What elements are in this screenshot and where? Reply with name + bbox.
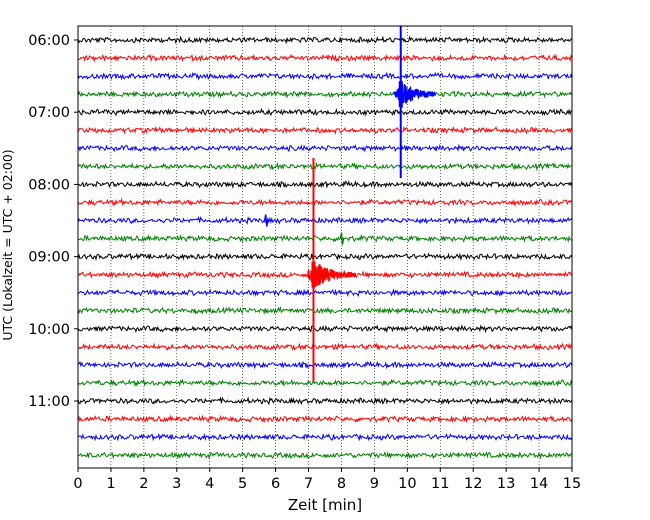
x-tick-label: 13 <box>497 476 515 492</box>
x-tick-label: 5 <box>238 476 247 492</box>
x-tick-label: 9 <box>370 476 379 492</box>
x-tick-label: 7 <box>304 476 313 492</box>
x-tick-label: 10 <box>398 476 416 492</box>
trace-line <box>77 432 573 442</box>
trace-line <box>77 143 573 153</box>
y-tick-label: 08:00 <box>28 177 70 193</box>
x-axis-ticks: 0 1 2 3 4 5 6 7 8 9 10 11 12 13 14 15 <box>73 468 581 492</box>
x-tick-label: 14 <box>530 476 548 492</box>
trace-line <box>77 71 573 81</box>
x-tick-label: 2 <box>139 476 148 492</box>
trace-line <box>77 161 572 172</box>
trace-line <box>77 378 573 388</box>
y-tick-label: 09:00 <box>28 250 70 266</box>
trace-line <box>77 450 573 460</box>
trace-spike <box>264 214 269 227</box>
trace-line <box>77 125 573 135</box>
trace-line <box>77 360 573 370</box>
x-tick-label: 4 <box>205 476 214 492</box>
x-tick-label: 0 <box>73 476 82 492</box>
x-tick-label: 8 <box>337 476 346 492</box>
seismic-traces <box>77 35 573 460</box>
plot-frame <box>77 25 573 469</box>
x-axis-label: Zeit [min] <box>288 496 362 514</box>
y-tick-label: 10:00 <box>28 322 70 338</box>
trace-line <box>77 107 573 117</box>
x-tick-label: 6 <box>271 476 280 492</box>
y-axis-ticks: 06:00 07:00 08:00 09:00 10:00 11:00 <box>28 33 78 410</box>
x-tick-label: 15 <box>563 476 581 492</box>
y-tick-label: 11:00 <box>28 394 70 410</box>
y-axis-label: UTC (Lokalzeit = UTC + 02:00) <box>0 149 15 340</box>
trace-spike <box>339 232 345 245</box>
trace-line <box>77 288 573 298</box>
trace-line <box>77 233 573 244</box>
x-tick-label: 11 <box>431 476 449 492</box>
x-tick-label: 3 <box>172 476 181 492</box>
y-tick-label: 06:00 <box>28 33 70 49</box>
trace-line <box>77 89 573 99</box>
y-tick-label: 07:00 <box>28 105 70 121</box>
trace-line <box>77 306 573 316</box>
trace-line <box>77 342 573 351</box>
trace-line <box>77 324 573 334</box>
trace-line <box>77 414 573 424</box>
trace-line <box>77 215 573 225</box>
trace-line <box>77 53 573 63</box>
trace-line <box>77 197 572 207</box>
trace-line <box>77 180 573 189</box>
event-core <box>398 81 403 108</box>
event-core <box>311 261 316 288</box>
x-tick-label: 12 <box>464 476 482 492</box>
seismic-events <box>306 26 436 382</box>
x-tick-label: 1 <box>106 476 115 492</box>
trace-line <box>77 252 573 262</box>
trace-line <box>77 35 573 45</box>
trace-line <box>77 396 573 406</box>
